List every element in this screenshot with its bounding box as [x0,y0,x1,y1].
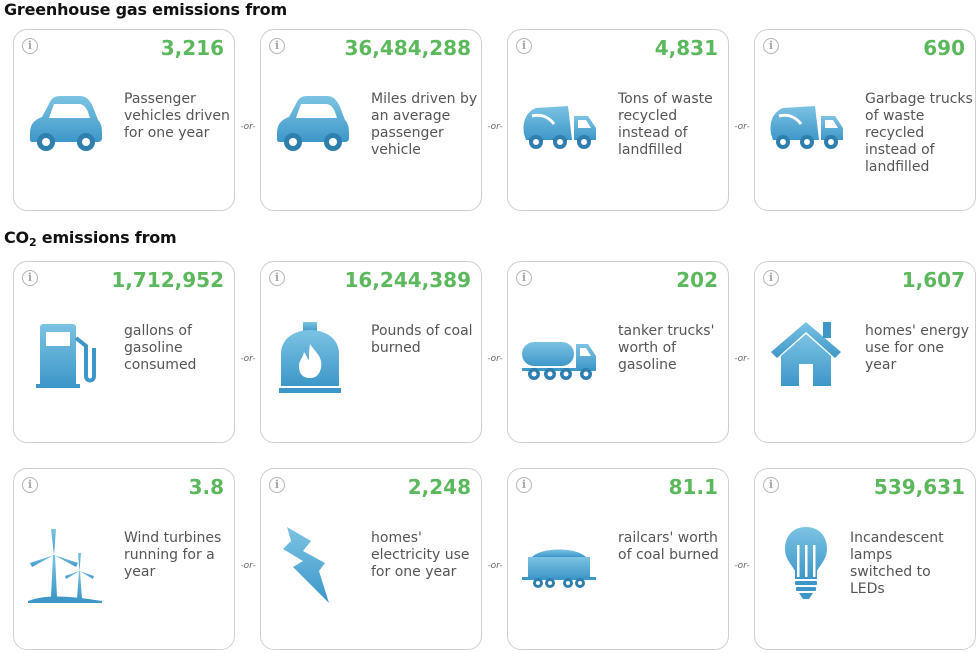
card-value: 539,631 [873,475,965,499]
info-icon[interactable]: i [269,38,285,54]
card-value: 81.1 [668,475,718,499]
info-icon[interactable]: i [763,270,779,286]
info-icon[interactable]: i [22,38,38,54]
equivalency-card-incandescent-lamps: i 539,631 Incandescent lamps switched to… [754,468,976,650]
info-icon[interactable]: i [516,270,532,286]
card-value: 3.8 [188,475,224,499]
section-title-greenhouse: Greenhouse gas emissions from [4,0,287,19]
or-separator: -or- [734,561,750,571]
info-icon[interactable]: i [22,477,38,493]
gas-pump-icon [24,314,106,396]
or-separator: -or- [487,122,503,132]
section-title-co2-prefix: CO [4,228,29,247]
equivalency-card-pounds-coal: i 16,244,389 Pounds of coal burned [260,261,482,443]
or-separator: -or- [487,354,503,364]
card-label: gallons of gasoline consumed [124,323,197,373]
card-value: 690 [923,36,965,60]
or-separator: -or- [734,122,750,132]
equivalency-card-garbage-trucks: i 690 Garbage trucks of waste recycled i… [754,29,976,211]
equivalency-card-homes-energy: i 1,607 homes' energy use for one year [754,261,976,443]
card-label: homes' energy use for one year [865,323,970,373]
equivalency-card-tons-waste: i 4,831 Tons of waste recycled instead o… [507,29,729,211]
railcar-icon [518,525,600,607]
or-separator: -or- [487,561,503,571]
card-value: 3,216 [160,36,224,60]
equivalency-card-miles-driven: i 36,484,288 Miles driven by an average … [260,29,482,211]
wind-turbine-icon [24,525,106,607]
equivalency-card-railcars: i 81.1 railcars' worth of coal burned [507,468,729,650]
or-separator: -or- [240,561,256,571]
card-value: 1,607 [901,268,965,292]
section-title-greenhouse-text: Greenhouse gas emissions from [4,0,287,19]
info-icon[interactable]: i [269,477,285,493]
info-icon[interactable]: i [269,270,285,286]
equivalency-card-wind-turbines: i 3.8 Wind turbines running for a year [13,468,235,650]
card-value: 4,831 [654,36,718,60]
light-bulb-icon [765,521,847,603]
equivalency-card-passenger-vehicles: i 3,216 Passenger vehicles driven for on… [13,29,235,211]
or-separator: -or- [734,354,750,364]
garbage-truck-icon [765,86,847,168]
card-label: Tons of waste recycled instead of landfi… [618,91,713,158]
or-separator: -or- [240,122,256,132]
section-title-co2-subscript: 2 [28,236,37,249]
section-title-co2: CO2 emissions from [4,228,177,249]
card-label: Wind turbines running for a year [124,530,222,580]
card-label: homes' electricity use for one year [371,530,470,580]
house-icon [765,314,847,396]
card-value: 202 [676,268,718,292]
card-value: 36,484,288 [344,36,471,60]
card-label: Miles driven by an average passenger veh… [371,91,478,158]
card-label: Passenger vehicles driven for one year [124,91,230,141]
info-icon[interactable]: i [516,477,532,493]
equivalency-card-tanker-trucks: i 202 tanker trucks' worth of gasoline [507,261,729,443]
card-value: 2,248 [407,475,471,499]
card-value: 16,244,389 [344,268,471,292]
info-icon[interactable]: i [516,38,532,54]
coal-furnace-icon [271,314,353,396]
info-icon[interactable]: i [763,477,779,493]
info-icon[interactable]: i [22,270,38,286]
card-label: Garbage trucks of waste recycled instead… [865,91,973,175]
lightning-bolt-icon [271,521,353,603]
or-separator: -or- [240,354,256,364]
car-icon [24,80,106,162]
info-icon[interactable]: i [763,38,779,54]
card-value: 1,712,952 [111,268,224,292]
garbage-truck-icon [518,86,600,168]
equivalency-card-homes-electricity: i 2,248 homes' electricity use for one y… [260,468,482,650]
equivalency-card-gallons-gasoline: i 1,712,952 gallons of gasoline consumed [13,261,235,443]
card-label: Pounds of coal burned [371,323,473,356]
car-icon [271,80,353,162]
card-label: tanker trucks' worth of gasoline [618,323,715,373]
card-label: railcars' worth of coal burned [618,530,719,563]
card-label: Incandescent lamps switched to LEDs [850,530,944,597]
section-title-co2-suffix: emissions from [36,228,177,247]
tanker-truck-icon [518,318,600,400]
